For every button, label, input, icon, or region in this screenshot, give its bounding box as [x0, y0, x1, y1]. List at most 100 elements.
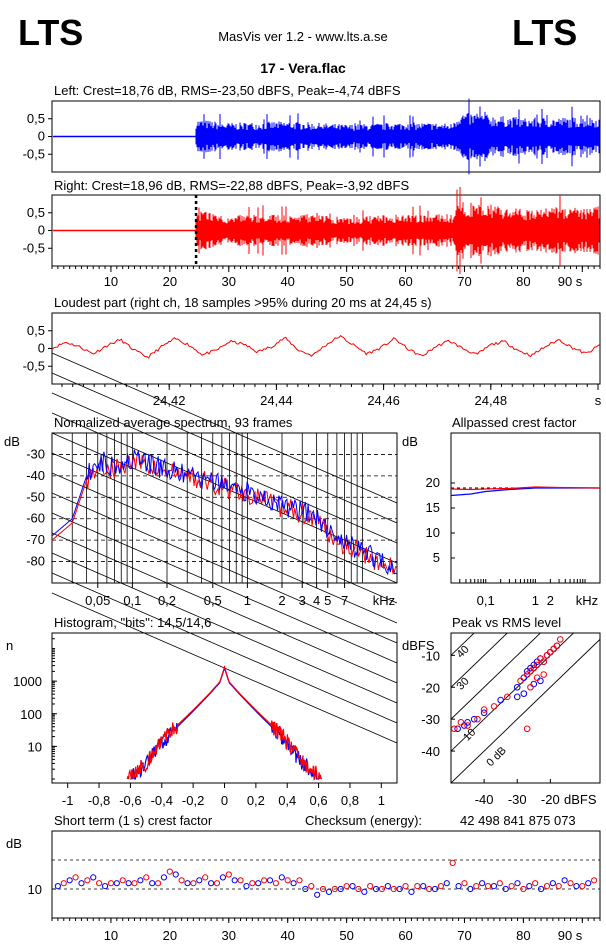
xtick-label: 50 [339, 274, 353, 289]
crest-title: Short term (1 s) crest factor [54, 813, 213, 828]
ytick-label: -0,5 [23, 240, 45, 255]
slope-line [51, 492, 398, 644]
diagonal-label: 30 [455, 675, 472, 692]
slope-line [51, 572, 398, 724]
crest-point-left [384, 883, 391, 890]
crest-point-right [449, 859, 456, 867]
crest-point-left [361, 888, 368, 896]
file-title: 17 - Vera.flac [260, 60, 346, 76]
right-title: Right: Crest=18,96 dB, RMS=-22,88 dBFS, … [54, 178, 409, 193]
xtick-label: 60 [398, 928, 412, 943]
xtick-label: 70 [457, 274, 471, 289]
xtick-label: 80 [516, 274, 530, 289]
crest-plot-frame [51, 830, 601, 919]
crest-point-right [154, 880, 162, 887]
app-title: MasVis ver 1.2 - www.lts.a.se [218, 29, 388, 44]
crest-point-right [555, 883, 562, 890]
crest-point-left [514, 880, 521, 887]
crest-point-right [378, 885, 386, 893]
crest-point-right [567, 880, 574, 887]
loudest-yticks: 0,5 0 -0,5 [23, 323, 52, 373]
spectrum-curves [51, 449, 398, 576]
logo-right: LTS [512, 12, 577, 53]
xtick-label: 30 [222, 274, 236, 289]
point-left [537, 677, 544, 685]
crest-point-right [473, 883, 480, 890]
crest-point-right [178, 877, 185, 884]
crest-point-left [302, 885, 309, 893]
crest-points [52, 859, 600, 898]
crest-point-left [372, 885, 380, 893]
xtick-label: -30 [508, 792, 527, 807]
xtick-label: 20 [163, 928, 177, 943]
diagonal-line [451, 639, 600, 783]
xtick-label: 50 [339, 928, 353, 943]
crest-point-right [261, 877, 268, 884]
crest-point-right [532, 880, 539, 887]
point-left [480, 709, 488, 717]
crest-point-left [160, 874, 168, 881]
crest-point-left [278, 874, 285, 881]
crest-point-left [443, 880, 450, 887]
crest-point-left [337, 885, 344, 893]
crest-point-right [202, 874, 209, 881]
histogram-yticks: 1000 100 10 [13, 632, 57, 780]
spectrum-panel: -30 -40 -50 -60 -70 -80 0,05 0,1 0,2 0,5 1 2 3 4 5 7 kH… [26, 352, 398, 744]
crest-point-right [72, 874, 79, 881]
crest-point-left [467, 885, 474, 893]
crest-point-right [272, 880, 280, 887]
peak-rms-xticks: -40 -30 -20 [475, 779, 560, 807]
point-right [543, 652, 551, 659]
point-right [540, 671, 548, 678]
crest-point-right [343, 883, 350, 890]
xtick-label: kHz [373, 593, 395, 608]
xtick-label: 10 [104, 928, 118, 943]
crest-point-right [331, 885, 338, 893]
xtick-label: kHz [576, 593, 598, 608]
point-right [464, 722, 471, 729]
crest-point-right [402, 883, 409, 890]
xtick-label: 10 [104, 274, 118, 289]
ytick-label: 10 [28, 882, 42, 897]
ytick-label: -50 [26, 489, 45, 504]
crest-point-left [113, 880, 120, 887]
allpassed-panel: 20 15 10 5 0,1 1 2 kHz [426, 432, 601, 608]
xtick-label: 0,8 [341, 793, 359, 808]
histogram-xticks: -1 -0,8 -0,6 -0,4 -0,2 0 0,2 0,4 0,6 0,8 1 [62, 783, 385, 808]
left-waveform-panel: 0,5 0 -0,5 [23, 98, 601, 175]
ytick-label: 1000 [13, 674, 42, 689]
point-right [474, 715, 481, 723]
slope-line [51, 552, 398, 704]
crest-point-left [314, 891, 321, 898]
slope-line [51, 532, 398, 684]
crest-point-left [526, 883, 533, 890]
point-left [513, 683, 521, 691]
xtick-label: 24,46 [367, 393, 400, 408]
crest-point-left [149, 880, 156, 887]
ytick-label: 15 [426, 500, 440, 515]
logo-left: LTS [18, 12, 83, 53]
crest-point-right [213, 880, 221, 887]
histogram-left [130, 666, 319, 781]
allpassed-curves [450, 486, 601, 583]
xtick-label: 1 [244, 593, 251, 608]
point-right [540, 658, 548, 666]
right-waveform [53, 187, 600, 274]
ytick-label: 0 [38, 223, 45, 238]
crest-point-right [355, 885, 362, 893]
ytick-label: 10 [426, 525, 440, 540]
crest-point-right [461, 880, 468, 887]
xtick-label: 2 [278, 593, 285, 608]
point-left [497, 696, 504, 704]
xtick-label: 0,4 [278, 793, 296, 808]
crest-point-right [437, 883, 445, 890]
spectrum-grid [51, 352, 398, 744]
crest-point-left [196, 877, 203, 884]
crest-point-right [390, 885, 397, 893]
xtick-label: 5 [324, 593, 331, 608]
peak-rms-xlabel: dBFS [564, 792, 597, 807]
ytick-label: 0 [38, 129, 45, 144]
crest-point-left [349, 883, 356, 890]
crest-point-right [496, 880, 503, 887]
point-right [533, 661, 541, 669]
